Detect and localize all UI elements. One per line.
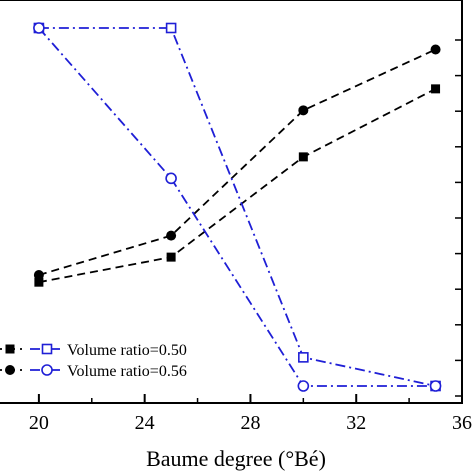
data-point-s4-4: [429, 380, 442, 392]
series-line-3: [38, 27, 436, 387]
data-point-s2-3: [298, 105, 309, 116]
series-line-4: [38, 27, 436, 387]
data-point-s2-2: [166, 230, 177, 241]
x-tick-label: 32: [346, 412, 366, 434]
x-tick-label: 36: [452, 412, 472, 434]
data-point-s1-1: [34, 277, 44, 287]
legend-marker-black-1: [5, 344, 15, 354]
x-tick-label: 24: [135, 412, 155, 434]
legend-label-1: Volume ratio=0.50: [67, 342, 187, 359]
data-point-s4-3: [297, 380, 310, 392]
data-point-s2-4: [430, 44, 441, 55]
series-line-1: [38, 88, 436, 284]
x-axis-title: Baume degree (°Bé): [146, 446, 326, 471]
data-point-s1-4: [431, 84, 441, 94]
data-point-s3-2: [165, 22, 177, 34]
data-point-s1-3: [298, 152, 308, 162]
data-point-s1-2: [166, 252, 176, 262]
legend-marker-black-2: [5, 365, 15, 375]
legend-marker-blue-2: [41, 364, 53, 376]
data-point-s3-3: [298, 352, 309, 363]
data-point-s4-1: [33, 22, 45, 34]
plot-frame: [0, 0, 463, 404]
data-point-s4-2: [165, 172, 177, 185]
series-line-2: [38, 48, 436, 276]
x-tick-label: 20: [29, 412, 49, 434]
legend-label-2: Volume ratio=0.56: [67, 363, 187, 380]
x-tick-label: 28: [240, 412, 260, 434]
data-point-s2-1: [33, 270, 44, 281]
legend-marker-blue-1: [41, 343, 53, 355]
